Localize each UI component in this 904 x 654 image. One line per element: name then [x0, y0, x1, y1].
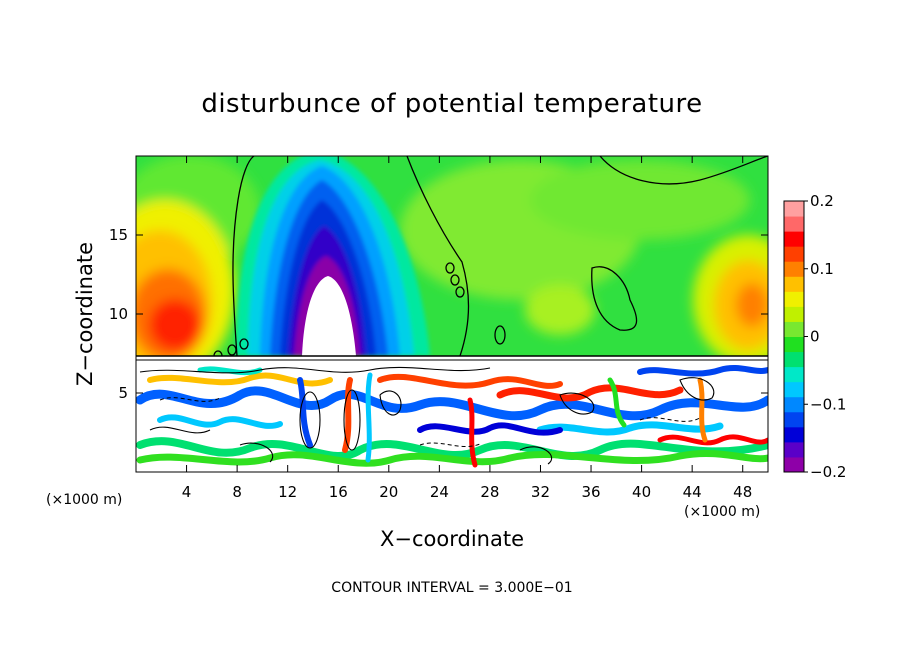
colorbar-swatch	[784, 201, 804, 217]
colorbar-swatch	[784, 411, 804, 428]
chart-title: disturbunce of potential temperature	[201, 89, 702, 119]
x-tick-label: 20	[379, 483, 398, 501]
colorbar-swatch	[784, 426, 804, 443]
colorbar-swatch	[784, 396, 804, 413]
colorbar-swatch	[784, 261, 804, 277]
upper-field	[136, 156, 768, 380]
colorbar-swatch	[784, 366, 804, 383]
colorbar-swatch	[784, 351, 804, 368]
colorbar-swatch	[784, 291, 804, 307]
colorbar-swatch	[784, 216, 804, 232]
y-axis-label: Z−coordinate	[73, 242, 97, 386]
x-axis: 4 8 12 16 20 24 28 32 36 40 44 48	[182, 156, 752, 501]
x-tick-label: 36	[581, 483, 600, 501]
colorbar-swatch	[784, 231, 804, 247]
x-tick-label: 24	[430, 483, 449, 501]
colorbar-swatch	[784, 276, 804, 292]
colorbar-swatch	[784, 321, 804, 337]
y-tick-label: 10	[109, 305, 128, 323]
x-tick-label: 16	[329, 483, 348, 501]
x-tick-label: 44	[683, 483, 702, 501]
colorbar-swatch	[784, 336, 804, 353]
colorbar-tick-label: 0	[810, 328, 820, 346]
x-tick-label: 48	[733, 483, 752, 501]
x-tick-label: 8	[232, 483, 242, 501]
y-tick-label: 5	[118, 384, 128, 402]
x-tick-label: 12	[278, 483, 297, 501]
colorbar-tick-label: −0.2	[810, 463, 846, 481]
y-tick-label: 15	[109, 226, 128, 244]
colorbar-tick-label: −0.1	[810, 395, 846, 413]
x-tick-label: 32	[531, 483, 550, 501]
x-tick-label: 4	[182, 483, 192, 501]
colorbar-swatch	[784, 246, 804, 262]
plot-area	[136, 156, 768, 472]
contour-interval: CONTOUR INTERVAL = 3.000E−01	[331, 580, 572, 596]
colorbar-swatch	[784, 456, 804, 473]
layer-boundary	[136, 355, 768, 361]
colorbar-swatch	[784, 381, 804, 398]
colorbar-ticks: 0.2 0.1 0 −0.1 −0.2	[804, 192, 846, 481]
x-tick-label: 28	[480, 483, 499, 501]
x-unit-left: (×1000 m)	[46, 492, 122, 508]
x-axis-label: X−coordinate	[380, 527, 524, 551]
colorbar-swatch	[784, 306, 804, 322]
colorbar-swatch	[784, 441, 804, 458]
x-unit-right: (×1000 m)	[684, 504, 760, 520]
lower-field	[136, 356, 768, 472]
x-tick-label: 40	[632, 483, 651, 501]
colorbar-tick-label: 0.2	[810, 192, 834, 210]
colorbar	[783, 200, 805, 473]
colorbar-tick-label: 0.1	[810, 260, 834, 278]
y-axis: 5 10 15	[109, 226, 768, 402]
